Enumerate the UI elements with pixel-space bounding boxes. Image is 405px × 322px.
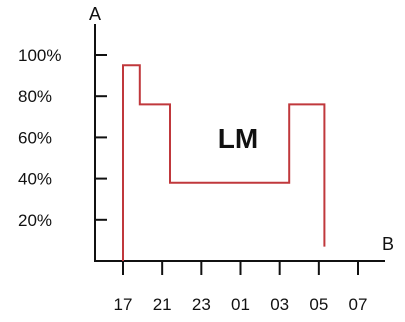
series-line (122, 64, 326, 261)
x-axis-label: B (382, 234, 394, 254)
y-tick-label: 100% (18, 46, 61, 65)
x-tick-label: 07 (349, 295, 368, 314)
x-tick-label: 23 (192, 295, 211, 314)
chart-annotation: LM (218, 123, 258, 154)
y-tick-label: 80% (18, 87, 52, 106)
y-tick-label: 20% (18, 211, 52, 230)
x-tick-label: 03 (270, 295, 289, 314)
y-axis-label: A (89, 4, 101, 24)
x-tick-label: 21 (153, 295, 172, 314)
y-tick-label: 40% (18, 170, 52, 189)
x-tick-label: 05 (309, 295, 328, 314)
x-tick-label: 01 (231, 295, 250, 314)
y-tick-label: 60% (18, 128, 52, 147)
x-tick-label: 17 (114, 295, 133, 314)
